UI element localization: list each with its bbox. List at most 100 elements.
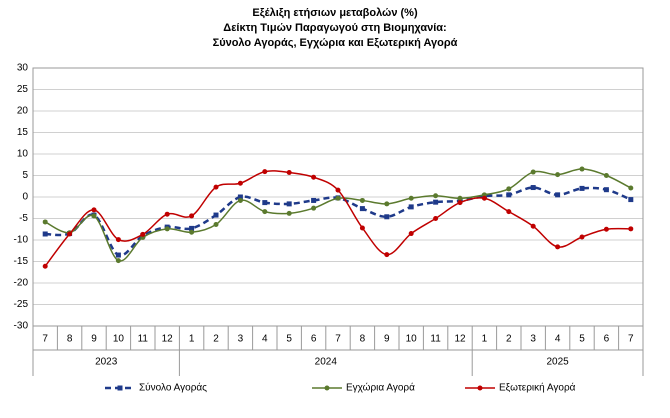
point [603,226,609,232]
y-tick-label: 10 [17,149,29,160]
y-tick-label: -10 [14,235,29,246]
y-tick-label: -25 [14,299,29,310]
point [311,205,317,211]
point [506,209,512,215]
x-group-label: 2024 [315,357,338,368]
legend-marker [477,385,483,391]
y-tick-label: 0 [22,192,28,203]
point [213,222,219,228]
x-tick-label: 6 [311,334,317,345]
y-tick-label: 20 [17,106,29,117]
x-tick-label: 9 [91,334,97,345]
chart-title: Σύνολο Αγοράς, Εγχώρια και Εξωτερική Αγο… [213,37,458,49]
point [530,169,536,175]
point [408,204,414,210]
point [603,187,609,193]
point [335,187,341,193]
point [115,237,121,243]
point [237,180,243,186]
x-tick-label: 5 [286,334,292,345]
point [433,199,439,205]
x-tick-label: 2 [213,334,219,345]
point [359,197,365,203]
point [384,201,390,207]
point [164,226,170,232]
x-tick-label: 7 [335,334,341,345]
point [433,193,439,199]
x-tick-label: 4 [262,334,268,345]
point [359,225,365,231]
point [42,263,48,269]
point [164,211,170,217]
point [628,197,634,203]
x-tick-label: 12 [162,334,174,345]
point [506,186,512,192]
y-tick-label: -30 [14,321,29,332]
legend-label: Σύνολο Αγοράς [139,382,207,394]
x-tick-label: 11 [138,334,149,345]
point [286,201,292,207]
point [262,209,268,215]
point [262,200,268,206]
x-tick-label: 9 [384,334,390,345]
x-group-label: 2023 [95,357,118,368]
point [115,258,121,264]
point [408,195,414,201]
chart-title: Δείκτη Τιμών Παραγωγού στη Βιομηχανία: [223,22,446,34]
point [286,210,292,216]
point [579,185,585,191]
x-tick-label: 2 [506,334,512,345]
x-group-label: 2025 [546,357,569,368]
point [384,252,390,258]
y-tick-label: -5 [19,213,28,224]
y-tick-label: -15 [14,256,29,267]
legend-label: Εγχώρια Αγορά [346,382,415,394]
point [579,234,585,240]
point [140,231,146,237]
point [311,174,317,180]
point [628,226,634,232]
x-tick-label: 1 [189,334,195,345]
point [579,166,585,172]
point [115,252,121,258]
chart-title: Εξέλιξη ετήσιων μεταβολών (%) [252,7,418,19]
point [91,213,97,219]
x-tick-label: 1 [482,334,488,345]
point [237,194,243,200]
point [555,172,561,178]
point [91,207,97,213]
x-tick-label: 6 [604,334,610,345]
point [189,229,195,235]
y-tick-label: 30 [17,63,29,74]
point [384,214,390,220]
point [530,185,536,191]
legend-label: Εξωτερική Αγορά [499,382,576,394]
x-tick-label: 10 [406,334,418,345]
y-tick-label: -20 [14,278,29,289]
point [213,212,219,218]
point [359,206,365,212]
point [457,200,463,206]
point [286,169,292,175]
plot-border [32,67,644,327]
x-tick-label: 12 [454,334,466,345]
point [237,197,243,203]
point [628,185,634,191]
x-tick-label: 8 [360,334,366,345]
point [603,173,609,178]
x-tick-label: 8 [67,334,73,345]
point [189,213,195,219]
point [67,231,73,237]
point [506,192,512,198]
legend-marker [324,385,330,391]
point [311,197,317,203]
x-tick-label: 3 [238,334,244,345]
x-tick-label: 4 [555,334,561,345]
point [262,169,268,175]
point [457,195,463,201]
y-tick-label: 15 [17,127,29,138]
y-tick-label: 5 [22,170,28,181]
x-tick-label: 3 [530,334,536,345]
point [433,216,439,221]
